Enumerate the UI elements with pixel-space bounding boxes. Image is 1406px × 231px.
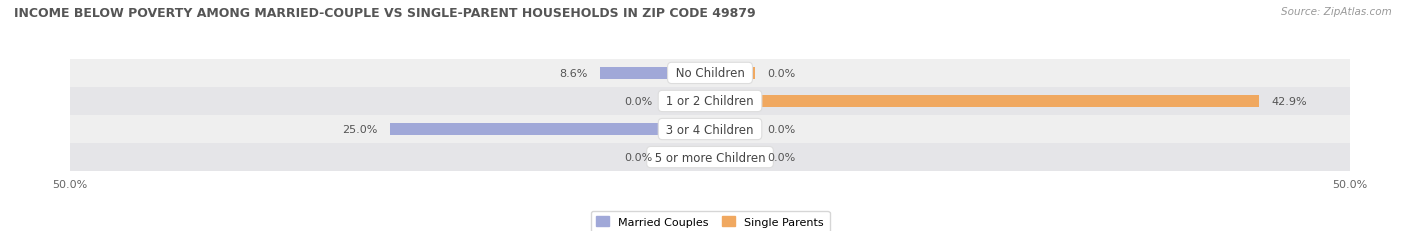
Text: 0.0%: 0.0% (768, 152, 796, 162)
Text: 5 or more Children: 5 or more Children (651, 151, 769, 164)
Text: INCOME BELOW POVERTY AMONG MARRIED-COUPLE VS SINGLE-PARENT HOUSEHOLDS IN ZIP COD: INCOME BELOW POVERTY AMONG MARRIED-COUPL… (14, 7, 755, 20)
Text: Source: ZipAtlas.com: Source: ZipAtlas.com (1281, 7, 1392, 17)
Text: 0.0%: 0.0% (768, 125, 796, 134)
Bar (600, 67, 710, 80)
Bar (70, 116, 1350, 143)
Text: 8.6%: 8.6% (558, 69, 588, 79)
Bar (70, 60, 1350, 88)
Bar (70, 143, 1350, 171)
Text: 0.0%: 0.0% (624, 152, 652, 162)
Text: 0.0%: 0.0% (624, 97, 652, 106)
Bar (665, 151, 710, 164)
Text: 42.9%: 42.9% (1271, 97, 1308, 106)
Bar (710, 67, 755, 80)
Bar (710, 151, 755, 164)
Bar (389, 123, 710, 136)
Text: No Children: No Children (672, 67, 748, 80)
Bar (70, 88, 1350, 116)
Text: 0.0%: 0.0% (768, 69, 796, 79)
Text: 25.0%: 25.0% (342, 125, 377, 134)
Legend: Married Couples, Single Parents: Married Couples, Single Parents (591, 211, 830, 231)
Bar (665, 95, 710, 108)
Bar (710, 95, 1258, 108)
Text: 1 or 2 Children: 1 or 2 Children (662, 95, 758, 108)
Bar (710, 123, 755, 136)
Text: 3 or 4 Children: 3 or 4 Children (662, 123, 758, 136)
